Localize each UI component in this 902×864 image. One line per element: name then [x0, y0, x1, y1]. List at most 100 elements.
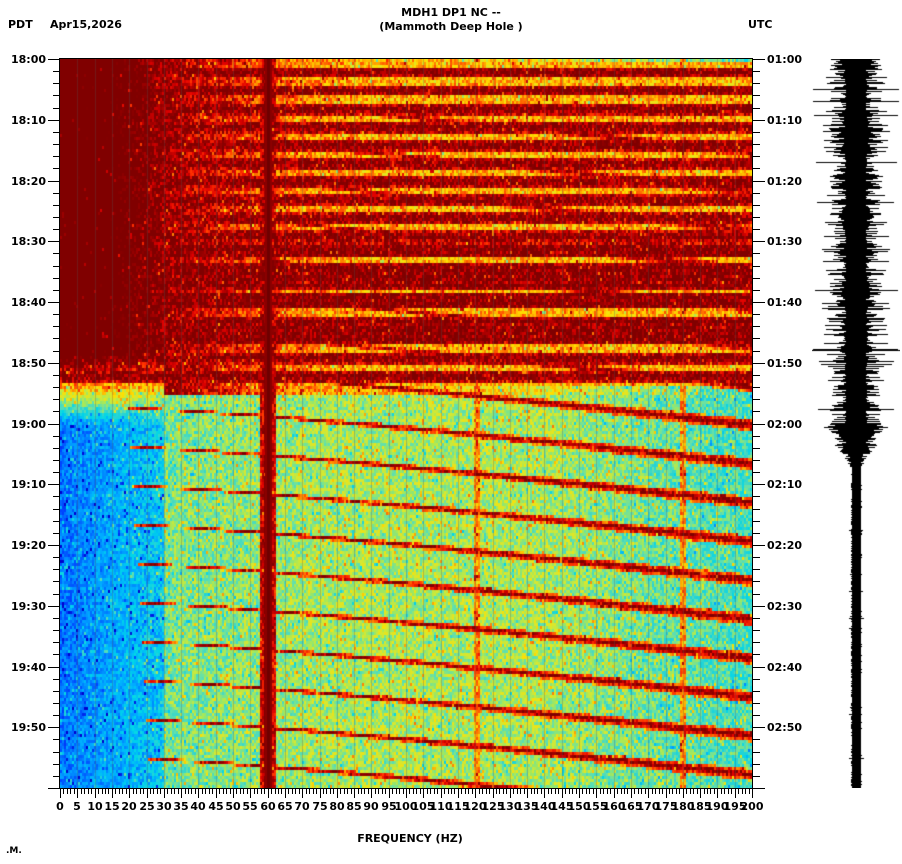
y-axis-label-utc: 01:50 — [767, 357, 803, 370]
x-tick-minor — [326, 789, 327, 794]
plot-border-top — [59, 58, 753, 59]
x-axis-label: 110 — [429, 800, 453, 813]
x-tick-minor — [593, 789, 594, 794]
x-tick-major — [493, 789, 494, 798]
x-tick-major — [579, 789, 580, 798]
x-tick-minor — [84, 789, 85, 794]
x-tick-minor — [188, 789, 189, 794]
x-tick-minor — [240, 789, 241, 794]
x-tick-minor — [122, 789, 123, 794]
y-tick-minor-right — [753, 533, 760, 534]
x-axis-label: 85 — [346, 800, 362, 813]
y-tick-major-right — [753, 667, 765, 668]
x-tick-minor — [676, 789, 677, 794]
x-tick-minor — [160, 789, 161, 794]
x-tick-minor — [537, 789, 538, 794]
x-axis-label: 50 — [225, 800, 241, 813]
x-tick-minor — [451, 789, 452, 794]
y-tick-minor-right — [753, 387, 760, 388]
x-tick-minor — [292, 789, 293, 794]
x-tick-major — [354, 789, 355, 798]
x-tick-minor — [140, 789, 141, 794]
plot-border-right — [752, 59, 753, 789]
x-tick-minor — [448, 789, 449, 794]
x-tick-major — [337, 789, 338, 798]
y-tick-minor-right — [753, 229, 760, 230]
y-tick-minor-left — [53, 266, 60, 267]
x-tick-minor — [517, 789, 518, 794]
x-axis-label: 165 — [619, 800, 643, 813]
y-tick-major-right — [753, 363, 765, 364]
y-axis-label-utc: 01:00 — [767, 53, 803, 66]
x-axis-label: 155 — [584, 800, 608, 813]
y-tick-major-right — [753, 727, 765, 728]
x-tick-minor — [133, 789, 134, 794]
x-tick-minor — [212, 789, 213, 794]
x-tick-minor — [191, 789, 192, 794]
y-axis-label-pdt: 18:40 — [10, 296, 46, 309]
x-tick-minor — [375, 789, 376, 794]
x-tick-minor — [499, 789, 500, 794]
y-tick-minor-left — [53, 569, 60, 570]
y-tick-major-left — [48, 606, 60, 607]
x-tick-minor — [704, 789, 705, 794]
x-tick-minor — [313, 789, 314, 794]
x-tick-major — [302, 789, 303, 798]
y-tick-minor-left — [53, 205, 60, 206]
y-tick-minor-left — [53, 95, 60, 96]
y-axis-label-pdt: 19:50 — [10, 721, 46, 734]
y-tick-minor-right — [753, 217, 760, 218]
y-tick-minor-left — [53, 156, 60, 157]
y-axis-label-pdt: 18:00 — [10, 53, 46, 66]
x-axis-label: 180 — [671, 800, 695, 813]
x-tick-minor — [178, 789, 179, 794]
x-axis-label: 10 — [87, 800, 103, 813]
y-tick-minor-left — [53, 533, 60, 534]
x-tick-minor — [586, 789, 587, 794]
y-tick-major-left — [48, 788, 60, 789]
x-tick-minor — [247, 789, 248, 794]
y-axis-label-pdt: 19:10 — [10, 478, 46, 491]
x-tick-minor — [316, 789, 317, 794]
x-tick-minor — [707, 789, 708, 794]
x-axis-label: 60 — [260, 800, 276, 813]
x-tick-minor — [437, 789, 438, 794]
x-tick-minor — [98, 789, 99, 794]
x-tick-minor — [351, 789, 352, 794]
y-axis-label-utc: 01:20 — [767, 175, 803, 188]
x-tick-minor — [275, 789, 276, 794]
y-tick-minor-right — [753, 253, 760, 254]
y-tick-minor-right — [753, 496, 760, 497]
x-tick-major — [423, 789, 424, 798]
y-tick-minor-right — [753, 679, 760, 680]
y-tick-minor-left — [53, 314, 60, 315]
y-tick-minor-right — [753, 618, 760, 619]
x-tick-minor — [534, 789, 535, 794]
y-tick-minor-left — [53, 460, 60, 461]
x-tick-minor — [710, 789, 711, 794]
x-tick-major — [510, 789, 511, 798]
x-tick-major — [700, 789, 701, 798]
x-axis-label: 185 — [688, 800, 712, 813]
x-tick-minor — [209, 789, 210, 794]
x-tick-major — [268, 789, 269, 798]
x-tick-minor — [403, 789, 404, 794]
y-tick-minor-right — [753, 266, 760, 267]
x-axis-label: 100 — [394, 800, 418, 813]
y-tick-minor-left — [53, 436, 60, 437]
y-tick-minor-right — [753, 278, 760, 279]
y-tick-minor-right — [753, 108, 760, 109]
y-axis-label-pdt: 18:20 — [10, 175, 46, 188]
x-tick-minor — [70, 789, 71, 794]
y-tick-major-right — [753, 181, 765, 182]
x-tick-minor — [465, 789, 466, 794]
y-tick-minor-right — [753, 557, 760, 558]
x-tick-major — [233, 789, 234, 798]
x-tick-minor — [254, 789, 255, 794]
y-tick-minor-left — [53, 521, 60, 522]
x-tick-minor — [479, 789, 480, 794]
spectrogram-canvas — [60, 59, 752, 788]
y-axis-label-pdt: 18:30 — [10, 235, 46, 248]
x-tick-minor — [669, 789, 670, 794]
x-tick-minor — [333, 789, 334, 794]
